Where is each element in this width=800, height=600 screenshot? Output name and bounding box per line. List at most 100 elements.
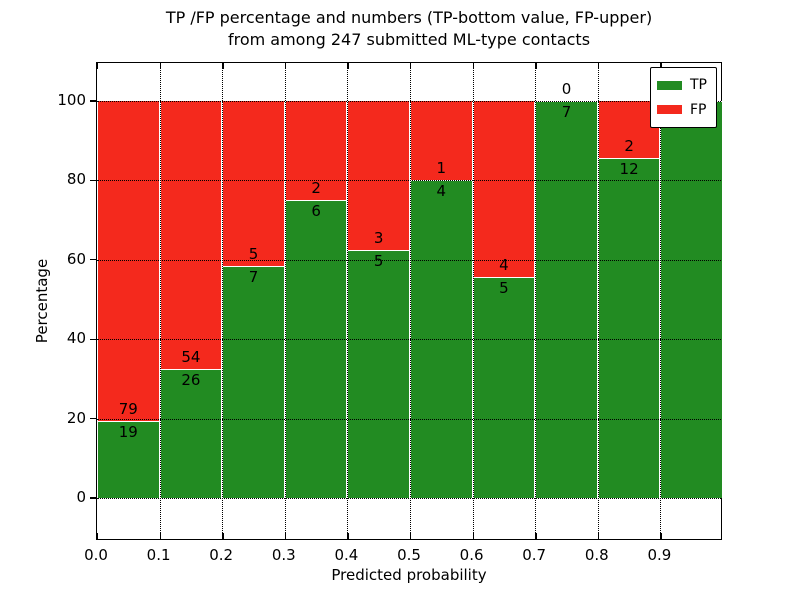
v-gridline xyxy=(597,63,599,539)
x-tick-mark xyxy=(159,533,161,539)
fp-count-label: 2 xyxy=(624,136,634,155)
x-tick-mark xyxy=(97,63,99,69)
fp-count-label: 54 xyxy=(181,347,201,366)
fp-count-label: 79 xyxy=(118,400,138,419)
tp-bar-segment xyxy=(473,277,535,498)
tp-bar-segment xyxy=(598,157,660,498)
fp-bar-segment xyxy=(348,101,409,250)
tp-bar-segment xyxy=(160,368,222,498)
x-tick-mark xyxy=(284,63,287,69)
tp-count-label: 7 xyxy=(561,103,572,121)
x-tick-mark xyxy=(284,533,287,539)
tp-count-label: 6 xyxy=(311,202,321,221)
y-tick-mark xyxy=(90,259,97,261)
x-tick-label: 0.2 xyxy=(209,546,234,564)
y-tick-label: 60 xyxy=(66,249,86,268)
h-gridline xyxy=(97,101,721,102)
fp-bar-segment xyxy=(473,101,535,278)
h-gridline xyxy=(97,259,721,261)
x-tick-mark xyxy=(721,533,723,539)
y-tick-mark xyxy=(90,417,97,420)
tp-bar-segment xyxy=(285,200,347,498)
fp-bar-segment xyxy=(223,101,284,267)
h-gridline xyxy=(97,180,721,182)
y-tick-label: 100 xyxy=(57,91,86,109)
x-tick-mark xyxy=(535,533,537,539)
x-tick-mark xyxy=(597,533,600,539)
x-tick-mark xyxy=(472,533,474,539)
fp-bar-segment xyxy=(285,101,347,201)
fp-count-label: 3 xyxy=(373,228,384,247)
x-tick-label: 0.9 xyxy=(647,546,672,564)
y-tick-label: 80 xyxy=(66,170,86,189)
x-tick-mark xyxy=(660,63,662,69)
fp-bar-segment xyxy=(160,101,222,369)
fp-bar-segment xyxy=(598,101,660,158)
x-tick-label: 0.3 xyxy=(271,546,296,564)
fp-count-label: 1 xyxy=(436,159,447,178)
legend-item-fp: FP xyxy=(657,103,710,117)
fp-count-label: 4 xyxy=(499,256,509,275)
tp-count-label: 7 xyxy=(248,268,259,287)
tp-bar-segment xyxy=(661,101,722,498)
legend: TP FP xyxy=(650,67,717,128)
x-tick-mark xyxy=(410,533,412,539)
v-gridline xyxy=(410,63,411,539)
x-tick-mark xyxy=(535,63,537,69)
y-tick-label: 20 xyxy=(66,408,86,427)
tp-count-label: 26 xyxy=(181,370,201,389)
h-gridline xyxy=(97,418,721,420)
v-gridline xyxy=(347,63,349,539)
x-tick-mark xyxy=(472,63,474,69)
v-gridline xyxy=(660,63,662,539)
x-tick-label: 0.6 xyxy=(459,546,484,564)
x-tick-mark xyxy=(222,63,224,69)
tp-swatch-icon xyxy=(657,80,682,90)
legend-label-fp: FP xyxy=(690,101,707,118)
tp-count-label: 19 xyxy=(118,423,138,442)
tp-bar-segment xyxy=(536,101,597,498)
plot-area: 7919542657263514450721206 xyxy=(90,62,723,540)
tp-bar-segment xyxy=(223,266,284,498)
fp-swatch-icon xyxy=(657,105,682,115)
tp-count-label: 4 xyxy=(436,182,447,201)
fp-bar-segment xyxy=(411,101,472,181)
x-tick-mark xyxy=(660,533,662,539)
x-tick-label: 0.5 xyxy=(397,546,421,564)
fp-count-label: 5 xyxy=(248,245,259,264)
y-tick-mark xyxy=(90,338,97,340)
tp-bar-segment xyxy=(98,421,159,498)
y-tick-label: 40 xyxy=(66,329,86,348)
x-tick-label: 0.8 xyxy=(584,546,609,564)
fp-bar-segment xyxy=(98,101,159,422)
tp-count-label: 5 xyxy=(373,251,384,270)
v-gridline xyxy=(472,63,474,539)
x-tick-mark xyxy=(222,533,224,539)
x-tick-mark xyxy=(347,63,349,69)
x-tick-mark xyxy=(721,63,723,69)
h-gridline xyxy=(97,339,721,341)
tp-count-label: 12 xyxy=(619,159,639,178)
x-tick-mark xyxy=(159,63,161,69)
v-gridline xyxy=(284,63,286,539)
y-tick-mark xyxy=(90,179,97,182)
x-tick-mark xyxy=(97,533,99,539)
h-gridline xyxy=(97,498,721,499)
y-tick-label: 0 xyxy=(76,488,86,506)
x-tick-mark xyxy=(410,63,412,69)
tp-count-label: 5 xyxy=(499,279,509,298)
legend-label-tp: TP xyxy=(690,77,707,94)
x-tick-label: 0.1 xyxy=(146,546,171,564)
y-tick-mark xyxy=(90,100,97,102)
legend-item-tp: TP xyxy=(657,78,710,92)
x-tick-mark xyxy=(347,533,349,539)
x-tick-mark xyxy=(597,63,600,69)
x-axis-label: Predicted probability xyxy=(331,566,487,584)
chart-title-line2: from among 247 submitted ML-type contact… xyxy=(227,30,591,49)
y-tick-mark xyxy=(90,497,97,499)
x-tick-label: 0.7 xyxy=(522,546,547,564)
v-gridline xyxy=(535,63,537,539)
x-tick-label: 0.0 xyxy=(84,546,108,564)
x-tick-label: 0.4 xyxy=(334,546,359,564)
